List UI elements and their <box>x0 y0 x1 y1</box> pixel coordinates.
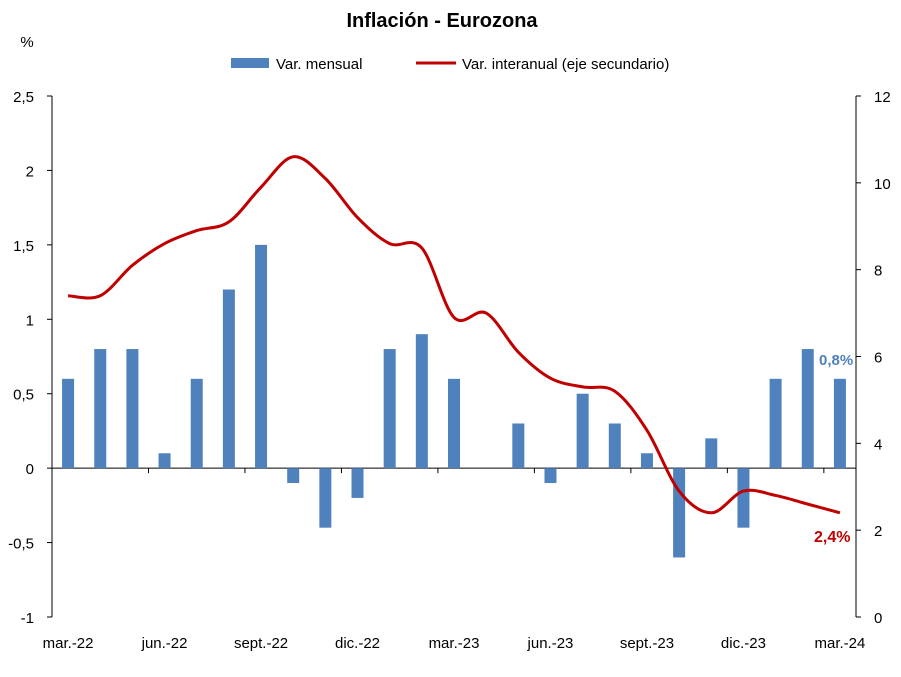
bar <box>94 349 107 469</box>
bar <box>576 393 589 469</box>
annotation-monthly-label: 0,8% <box>819 352 853 369</box>
bar <box>448 378 460 469</box>
legend-bar-label: Var. mensual <box>276 56 362 73</box>
legend-bar-swatch <box>231 58 269 68</box>
bar <box>158 453 171 469</box>
annotation-yearly-label: 2,4% <box>814 529 850 546</box>
bar <box>544 468 557 484</box>
bar <box>769 378 782 469</box>
bar <box>287 468 300 484</box>
right-axis-tick-label: 2 <box>874 523 882 540</box>
legend: Var. mensual Var. interanual (eje secund… <box>231 56 669 73</box>
x-axis-tick-label: mar.-24 <box>814 635 865 652</box>
bar <box>640 453 653 469</box>
bar <box>673 468 686 558</box>
bar <box>801 349 814 469</box>
x-axis-tick-label: sept.-23 <box>620 635 674 652</box>
bar <box>383 349 396 469</box>
right-axis-tick-label: 0 <box>874 610 882 627</box>
x-axis-tick-label: mar.-22 <box>43 635 94 652</box>
bar <box>833 378 846 469</box>
bar <box>222 289 235 469</box>
annotations: 0,8% 2,4% <box>814 352 853 546</box>
left-axis-tick-label: 2,5 <box>13 89 34 106</box>
left-axis-tick-label: -1 <box>21 610 34 627</box>
legend-line-label: Var. interanual (eje secundario) <box>462 56 669 73</box>
x-axis-tick-label: sept.-22 <box>234 635 288 652</box>
left-axis-tick-label: 0,5 <box>13 387 34 404</box>
bar-series <box>62 244 846 558</box>
right-axis-tick-label: 6 <box>874 350 882 367</box>
right-axis-tick-label: 8 <box>874 263 882 280</box>
x-axis-tick-label: mar.-23 <box>429 635 480 652</box>
bar <box>512 423 525 469</box>
bar <box>62 378 75 469</box>
bar <box>705 438 718 469</box>
left-axis-tick-label: 0 <box>26 461 34 478</box>
left-axis-unit-label: % <box>20 34 33 51</box>
left-axis-tick-label: 2 <box>26 163 34 180</box>
x-axis-tick-label: dic.-22 <box>335 635 380 652</box>
series-line <box>67 155 841 515</box>
bar <box>255 244 268 469</box>
bar <box>608 423 621 469</box>
bar <box>415 334 428 469</box>
right-axis-tick-label: 4 <box>874 436 882 453</box>
bar <box>319 468 332 528</box>
left-axis-tick-label: 1 <box>26 312 34 329</box>
bar <box>126 349 139 469</box>
x-axis-tick-label: jun.-23 <box>527 635 574 652</box>
axes: 2,5 2 1,5 1 0,5 0 -0,5 -1 12 10 8 6 4 2 0 mar.-22 jun.-2… <box>8 89 891 652</box>
bar <box>190 378 203 469</box>
left-axis-tick-label: 1,5 <box>13 238 34 255</box>
left-axis-tick-label: -0,5 <box>8 536 34 553</box>
line-series <box>67 155 841 515</box>
right-axis-tick-label: 10 <box>874 176 891 193</box>
right-axis-tick-label: 12 <box>874 89 891 106</box>
x-axis-tick-label: jun.-22 <box>141 635 188 652</box>
x-axis-tick-label: dic.-23 <box>721 635 766 652</box>
bar <box>351 468 364 498</box>
chart-title: Inflación - Eurozona <box>346 10 538 32</box>
bar <box>737 468 750 528</box>
